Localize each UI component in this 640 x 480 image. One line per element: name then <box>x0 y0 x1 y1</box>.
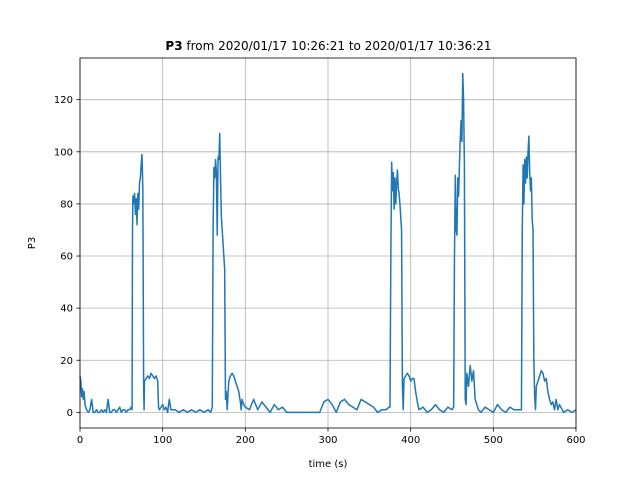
y-tick-label: 20 <box>60 356 73 367</box>
y-tick-label: 100 <box>54 147 73 158</box>
grid-lines <box>79 58 577 428</box>
chart-title: P3 from 2020/01/17 10:26:21 to 2020/01/1… <box>165 39 491 53</box>
y-tick-label: 80 <box>60 199 73 210</box>
chart-title-rest: from 2020/01/17 10:26:21 to 2020/01/17 1… <box>183 39 492 53</box>
x-tick-label: 600 <box>566 435 585 446</box>
chart-title-bold: P3 <box>165 39 182 53</box>
y-axis-label: P3 <box>27 237 38 249</box>
x-tick-label: 300 <box>318 435 337 446</box>
x-tick-label: 500 <box>484 435 503 446</box>
y-tick-label: 60 <box>60 252 73 263</box>
x-tick-label: 100 <box>153 435 172 446</box>
y-tick-label: 40 <box>60 304 73 315</box>
x-tick-label: 400 <box>401 435 420 446</box>
series-line-0 <box>79 72 577 414</box>
series-group <box>79 72 577 414</box>
y-tick-label: 120 <box>54 95 73 106</box>
y-tick-label: 0 <box>67 408 73 419</box>
x-axis-label: time (s) <box>309 459 348 470</box>
x-tick-label: 0 <box>77 435 83 446</box>
y-axis-ticks: 0 20 40 60 80 100 120 <box>54 95 80 419</box>
x-tick-label: 200 <box>236 435 255 446</box>
x-axis-ticks: 0 100 200 300 400 500 600 <box>77 428 586 446</box>
